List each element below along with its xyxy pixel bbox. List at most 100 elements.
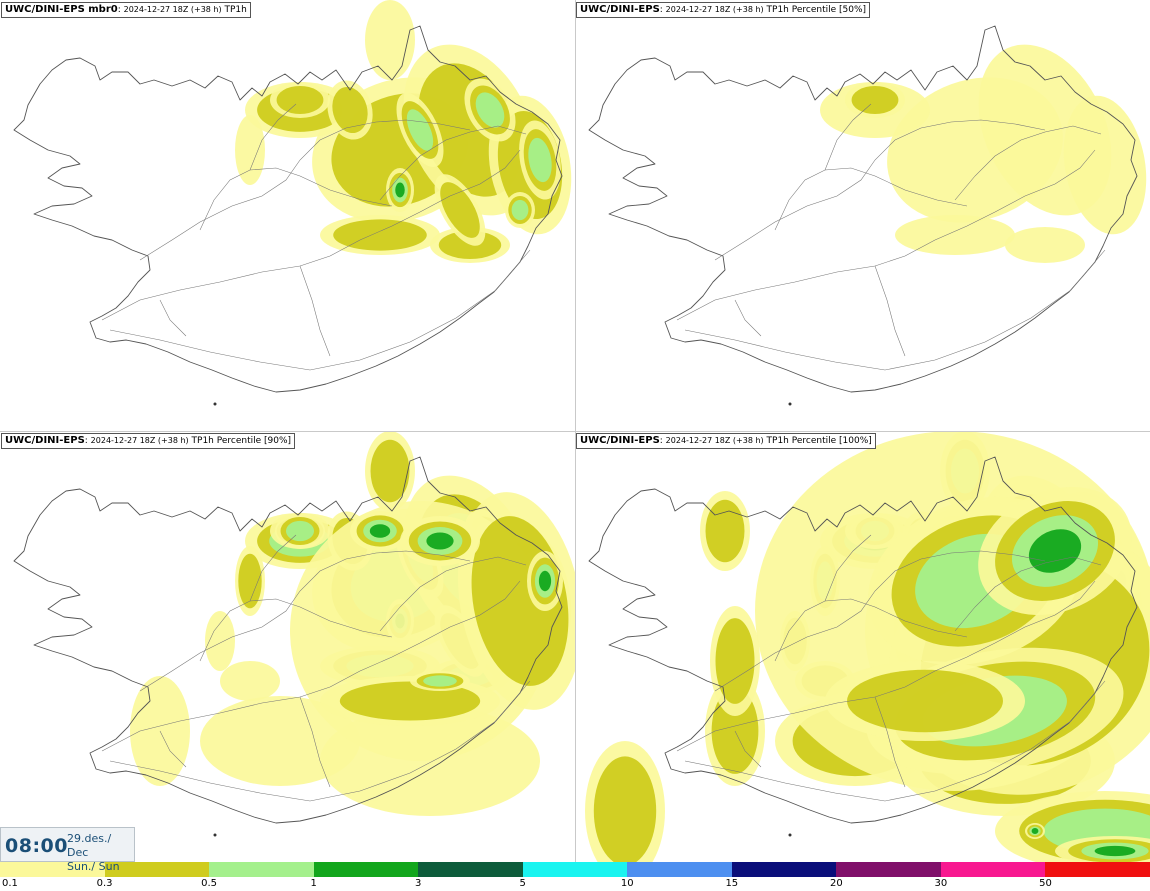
precip-contour — [593, 756, 657, 863]
legend-swatch — [418, 862, 524, 877]
precip-contour — [475, 92, 505, 128]
precip-map — [13, 431, 575, 837]
road-line — [249, 534, 297, 602]
precip-contour — [851, 85, 899, 115]
road-line — [874, 265, 906, 357]
legend-label: 30 — [934, 878, 948, 889]
road-line — [684, 680, 1106, 802]
legend-label: 20 — [829, 878, 843, 889]
precip-map — [588, 25, 1147, 406]
legend-label: 5 — [519, 878, 526, 889]
valid-date-line: 29.des./ Dec — [67, 832, 112, 859]
valid-time-date: 29.des./ Dec Sun./ Sun — [67, 832, 134, 874]
road-line — [954, 125, 1102, 201]
precip-contour — [528, 137, 552, 183]
road-line — [159, 730, 187, 768]
island-marker — [788, 402, 792, 406]
legend-label: 0.5 — [201, 878, 218, 889]
precip-contour — [286, 520, 314, 542]
panel-title: UWC/DINI-EPS: 2024-12-27 18Z (+38 h) TP1… — [576, 433, 876, 449]
road-line — [684, 249, 1106, 371]
legend-label: 1 — [310, 878, 317, 889]
road-line — [874, 696, 906, 788]
valid-time-clock: 08:00 — [5, 835, 68, 857]
island-marker — [213, 402, 217, 406]
map-panel-p50: UWC/DINI-EPS: 2024-12-27 18Z (+38 h) TP1… — [575, 0, 1150, 432]
road-line — [774, 598, 968, 662]
road-line — [676, 149, 1096, 321]
precip-contour — [1031, 828, 1039, 834]
road-line — [199, 167, 393, 231]
precip-contour — [426, 532, 454, 550]
panel-title: UWC/DINI-EPS mbr0: 2024-12-27 18Z (+38 h… — [1, 2, 251, 18]
road-line — [774, 167, 968, 231]
road-line — [109, 249, 531, 371]
precip-contour — [438, 230, 502, 260]
precip-contour — [369, 524, 391, 538]
valid-time-box: 08:00 29.des./ Dec Sun./ Sun — [0, 827, 135, 873]
precip-contour — [423, 675, 457, 687]
road-line — [249, 103, 297, 171]
road-line — [139, 550, 471, 692]
legend-label: 0.3 — [96, 878, 113, 889]
precip-contour — [538, 570, 552, 592]
road-line — [159, 299, 187, 337]
road-line — [954, 556, 1102, 632]
precip-contour — [370, 439, 410, 503]
road-line — [714, 119, 1046, 261]
precip-field — [585, 431, 1150, 863]
precip-field — [235, 0, 572, 263]
road-network — [101, 534, 531, 802]
precip-contour — [200, 696, 360, 786]
precip-contour — [238, 553, 262, 609]
panel-title: UWC/DINI-EPS: 2024-12-27 18Z (+38 h) TP1… — [576, 2, 871, 18]
road-line — [101, 580, 521, 752]
precip-contour — [1063, 95, 1147, 235]
legend-swatch — [209, 862, 315, 877]
island-marker — [213, 833, 217, 837]
precip-contour — [220, 661, 280, 701]
road-line — [824, 534, 872, 602]
road-network — [676, 534, 1106, 802]
precip-legend: 0.1 0.3 0.5 1 3 5 10 15 20 30 50 — [0, 862, 1150, 891]
road-line — [379, 125, 527, 201]
precip-contour — [895, 215, 1015, 255]
legend-swatch — [731, 862, 838, 877]
panel-title: UWC/DINI-EPS: 2024-12-27 18Z (+38 h) TP1… — [1, 433, 296, 449]
precip-contour — [395, 182, 405, 198]
precip-contour — [406, 109, 434, 151]
road-line — [714, 550, 1046, 692]
precip-contour — [1005, 227, 1085, 263]
legend-swatch — [0, 862, 106, 877]
road-network — [676, 103, 1106, 371]
precip-contour — [715, 618, 755, 704]
precip-map — [585, 431, 1150, 863]
precip-contour — [205, 611, 235, 671]
road-line — [199, 598, 393, 662]
road-line — [299, 265, 331, 357]
precip-contour — [339, 681, 481, 721]
precip-contour — [276, 85, 324, 115]
legend-label: 15 — [725, 878, 739, 889]
legend-swatch — [1045, 862, 1150, 877]
legend-swatch — [522, 862, 629, 877]
precip-contour — [365, 0, 415, 80]
road-line — [379, 556, 527, 632]
legend-label: 50 — [1039, 878, 1052, 889]
valid-day-line: Sun./ Sun — [67, 860, 120, 873]
precip-field — [130, 431, 575, 816]
road-line — [109, 680, 531, 802]
precip-contour — [333, 219, 427, 251]
precip-contour — [1094, 845, 1136, 857]
map-panel-p100: UWC/DINI-EPS: 2024-12-27 18Z (+38 h) TP1… — [575, 431, 1150, 863]
precip-map — [13, 0, 572, 406]
precip-contour — [847, 669, 1003, 733]
legend-swatch — [627, 862, 733, 877]
road-line — [824, 103, 872, 171]
legend-swatch — [313, 862, 420, 877]
legend-label: 0.1 — [2, 878, 18, 889]
precip-contour — [235, 115, 265, 185]
legend-label: 3 — [414, 878, 422, 889]
legend-swatch — [104, 862, 211, 877]
legend-label: 10 — [620, 878, 634, 889]
